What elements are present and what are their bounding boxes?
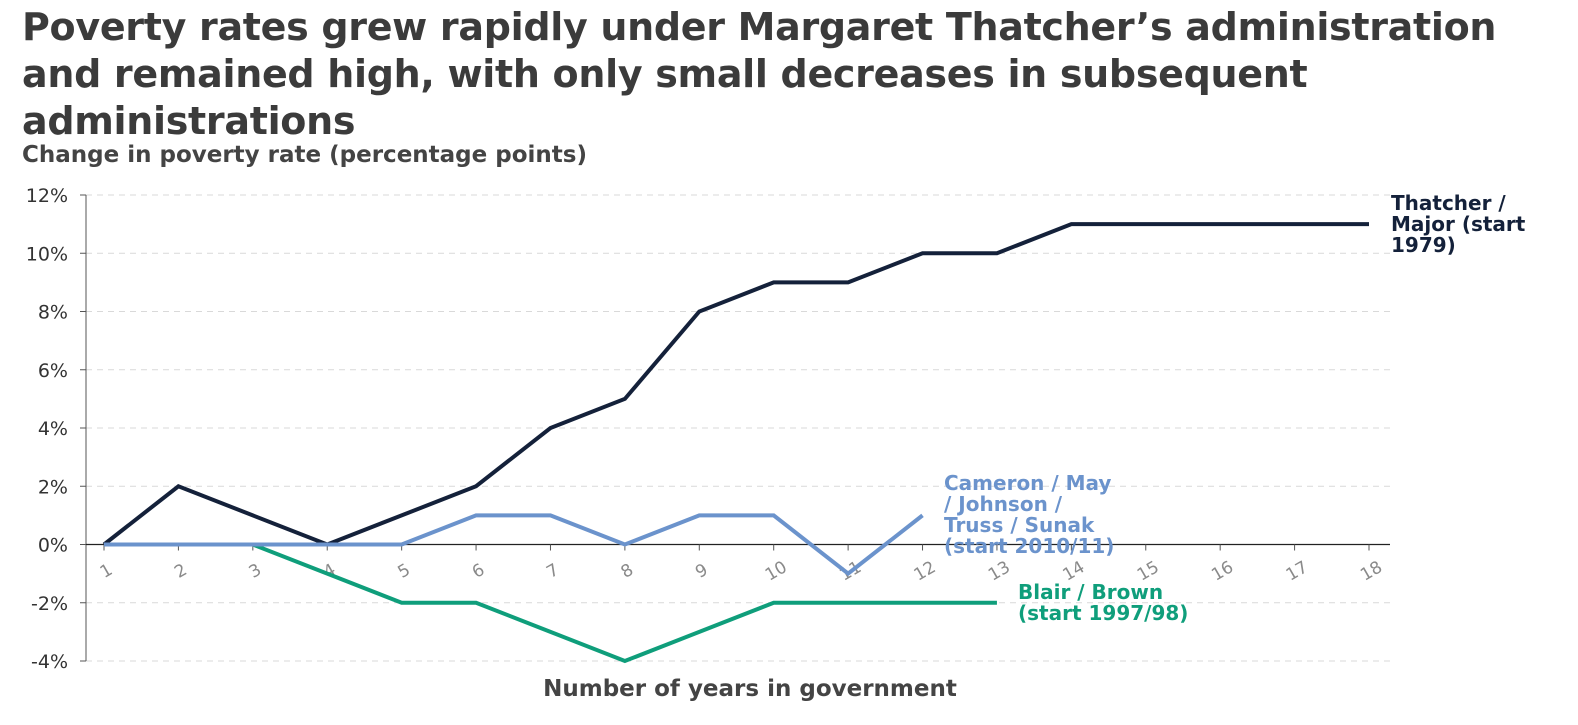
x-tick-label: 3 — [246, 560, 265, 583]
series-label-line: Blair / Brown — [1018, 580, 1163, 604]
x-tick-label: 13 — [985, 557, 1014, 585]
x-tick-label: 2 — [171, 560, 190, 583]
y-tick-label: 8% — [38, 302, 68, 324]
y-tick-label: 6% — [38, 360, 68, 382]
series-label-line: Major (start — [1391, 212, 1526, 236]
y-tick-label: 4% — [38, 418, 68, 440]
x-tick-label: 6 — [469, 560, 488, 583]
x-tick-label: 9 — [692, 560, 711, 583]
grid-lines — [86, 194, 1390, 662]
series-lines — [102, 222, 1369, 664]
chart-title: Poverty rates grew rapidly under Margare… — [22, 5, 1497, 143]
x-tick-label: 12 — [911, 557, 940, 585]
y-tick-label: 12% — [26, 185, 68, 207]
y-tick-label: 0% — [38, 535, 68, 557]
series-label: Thatcher / Major (start 1979) — [1391, 191, 1526, 257]
x-tick-label: 5 — [394, 560, 413, 583]
x-tick-label: 18 — [1357, 557, 1386, 585]
x-axis-label: Number of years in government — [543, 676, 957, 702]
series-label-line: Truss / Sunak — [944, 513, 1095, 537]
x-tick-label: 7 — [543, 560, 562, 583]
x-tick-label: 10 — [762, 557, 791, 585]
x-tick-label: 8 — [618, 560, 637, 583]
series-label-line: (start 1997/98) — [1018, 601, 1188, 625]
y-axis-label: Change in poverty rate (percentage point… — [22, 142, 587, 168]
x-tick-label: 16 — [1208, 557, 1237, 585]
y-tick-label: -4% — [31, 651, 68, 673]
series-label: Blair / Brown (start 1997/98) — [1018, 580, 1188, 625]
y-tick-label: -2% — [31, 593, 68, 615]
series-label-line: Thatcher / — [1391, 191, 1506, 215]
x-tick-label: 17 — [1283, 557, 1312, 585]
series-label-line: Cameron / May — [944, 471, 1111, 495]
series-label-line: / Johnson / — [944, 492, 1063, 516]
x-axis-ticks: 1 2 3 4 5 6 7 8 9 10 11 12 13 14 15 16 17 18 — [97, 544, 1386, 585]
y-tick-label: 2% — [38, 476, 68, 498]
series-label-line: 1979) — [1391, 233, 1456, 257]
x-tick-label: 1 — [97, 560, 116, 583]
series-label: Cameron / May / Johnson / Truss / Sunak (st… — [944, 471, 1114, 558]
y-axis-ticks: 12% 10% 8% 6% 4% 2% 0% -2% -4% — [26, 185, 86, 673]
series-line — [104, 513, 924, 577]
series-labels: Thatcher / Major (start 1979) Blair / Brown… — [944, 191, 1526, 625]
y-tick-label: 10% — [26, 243, 68, 265]
series-label-line: (start 2010/11) — [944, 534, 1114, 558]
series-line — [102, 222, 1369, 547]
